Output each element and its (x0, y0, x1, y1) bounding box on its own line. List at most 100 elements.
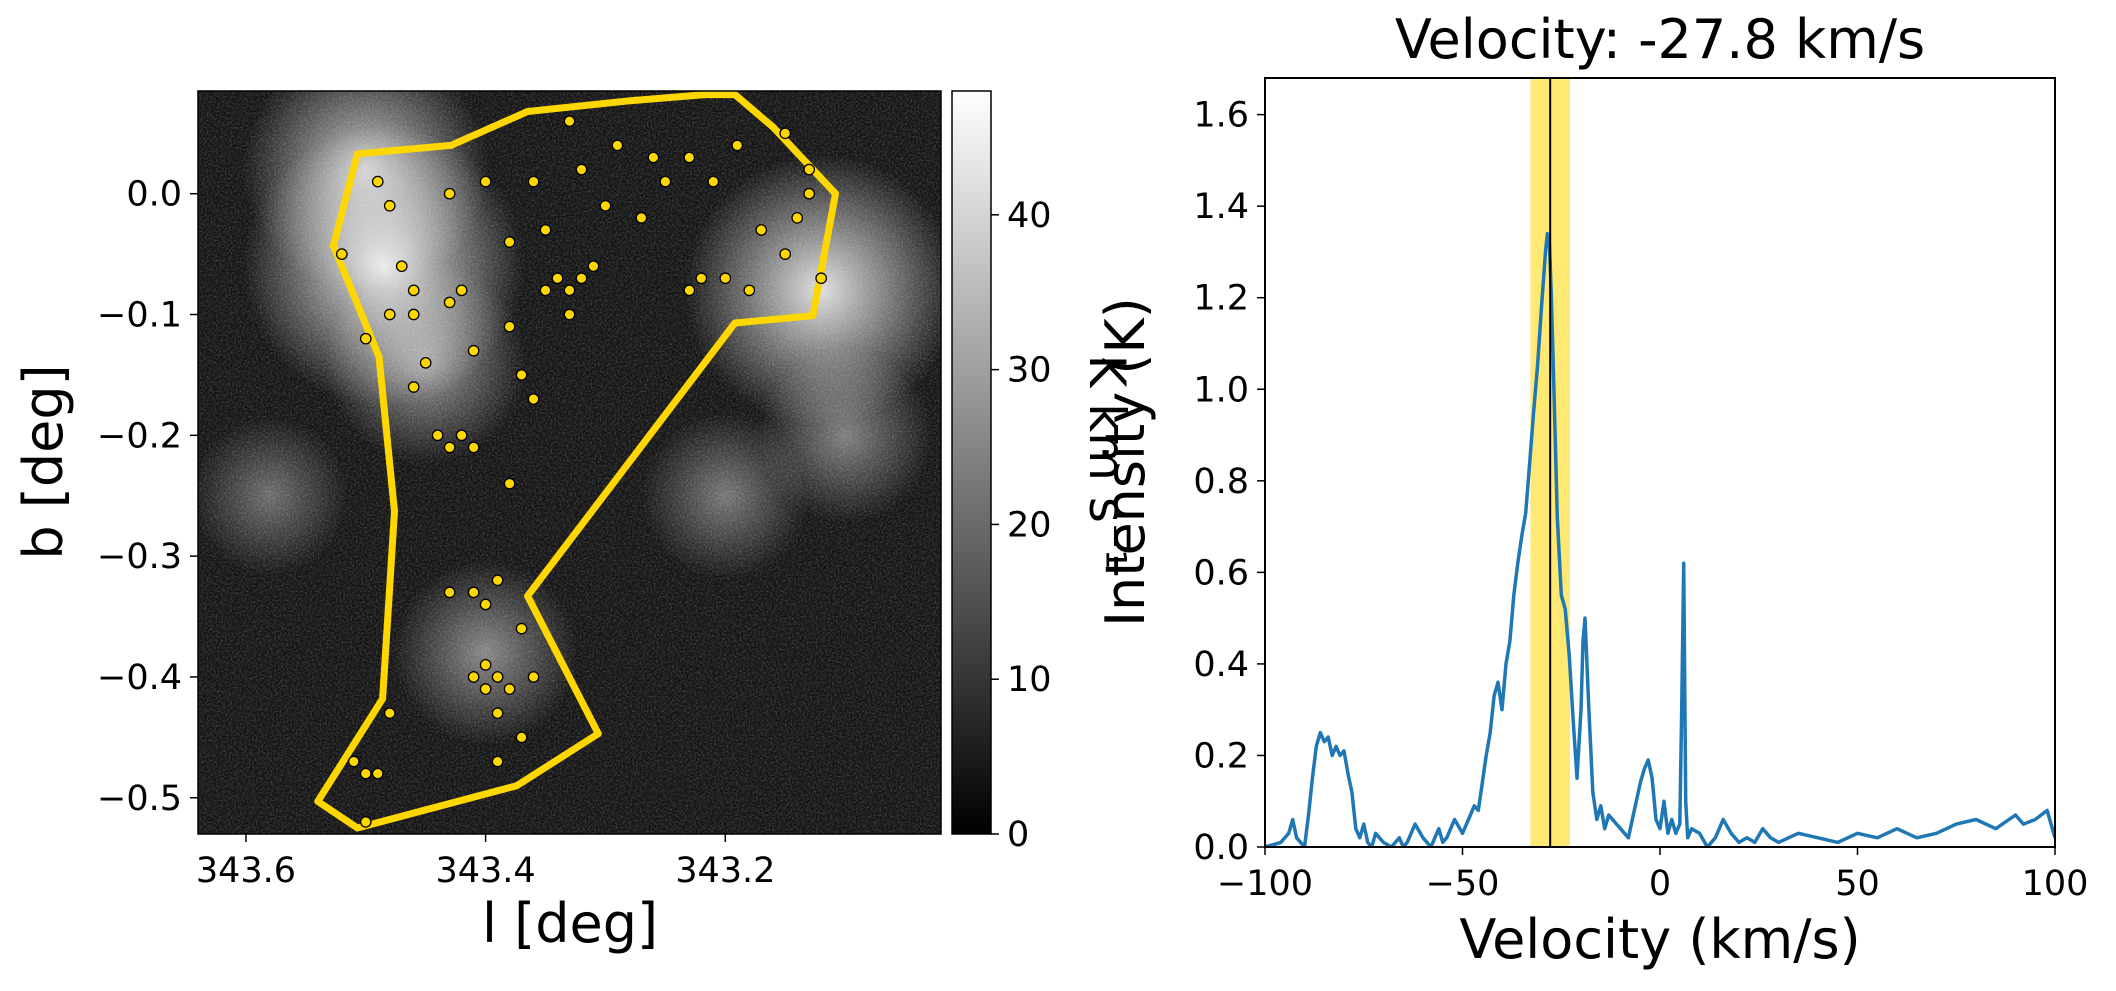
map-x-axis-label: l [deg] (482, 892, 658, 955)
source-marker (611, 139, 624, 152)
source-marker (395, 260, 408, 273)
source-marker (743, 284, 756, 297)
source-marker (515, 369, 528, 381)
spectrum-title: Velocity: -27.8 km/s (1395, 8, 1925, 71)
source-marker (503, 477, 516, 490)
spectrum-y-tick-label: 0.6 (1193, 553, 1249, 593)
map-noise (198, 91, 941, 834)
source-marker (491, 574, 504, 587)
map-y-ticks: 0.0 −0.1 −0.2 −0.3 −0.4 −0.5 (97, 175, 198, 819)
source-marker (779, 248, 792, 260)
map-x-tick-label: 343.2 (675, 851, 775, 891)
spectrum-y-tick-label: 1.2 (1193, 279, 1249, 319)
map-y-axis-label: b [deg] (12, 364, 75, 559)
source-marker (371, 175, 384, 188)
map-y-tick-label: −0.4 (97, 658, 182, 698)
map-x-ticks: 343.6 343.4 343.2 (196, 834, 775, 891)
source-marker (659, 175, 672, 188)
source-marker (491, 671, 504, 683)
colorbar-gradient (951, 90, 992, 835)
source-marker (503, 320, 516, 333)
spectrum-y-axis-label: Intensity (K) (1094, 297, 1157, 627)
source-marker (479, 598, 492, 611)
source-marker (443, 586, 456, 599)
source-marker (587, 260, 600, 273)
source-marker (419, 356, 432, 369)
source-marker (707, 175, 720, 188)
map-y-tick-label: −0.5 (97, 779, 182, 819)
source-marker (779, 127, 792, 140)
spectrum-y-tick-label: 0.4 (1193, 645, 1249, 685)
spectrum-x-tick-label: 100 (2022, 864, 2089, 904)
map-frame (197, 90, 942, 835)
source-marker (755, 224, 768, 236)
source-marker (719, 272, 732, 285)
source-marker (803, 187, 816, 200)
source-marker (359, 816, 372, 828)
spectrum-background (1265, 78, 2055, 847)
source-marker (539, 284, 552, 297)
map-x-tick-label: 343.6 (196, 851, 296, 891)
source-marker (503, 236, 516, 248)
region-polygon (314, 91, 839, 832)
spectrum-y-tick-label: 1.6 (1193, 96, 1249, 136)
spectrum-x-tick-label: 50 (1835, 864, 1880, 904)
source-marker (467, 441, 480, 454)
source-marker (575, 163, 588, 176)
source-marker (491, 707, 504, 720)
source-marker (575, 272, 588, 285)
source-marker (563, 115, 576, 128)
source-marker (443, 296, 456, 309)
source-marker (407, 381, 420, 393)
emission-map: 343.6 343.4 343.2 0.0−0.1−0.2−0.3−0.4−0.5 … (12, 90, 942, 955)
source-marker (635, 212, 648, 224)
spectrum-x-tick-label: −100 (1217, 864, 1313, 904)
source-marker (479, 659, 492, 671)
source-marker (815, 272, 828, 285)
spectrum-x-tick-label: 0 (1649, 864, 1671, 904)
source-marker (359, 767, 372, 780)
map-x-tick-label: 343.4 (436, 851, 536, 891)
source-marker (563, 308, 576, 321)
source-marker (467, 344, 480, 357)
source-marker (731, 139, 744, 152)
source-marker (539, 224, 552, 236)
map-y-tick-label: −0.1 (97, 296, 182, 336)
source-marker (467, 586, 480, 599)
spectrum-x-tick-label: −50 (1426, 864, 1500, 904)
spectrum-plot: −100 −50 0 50 100 0.0 0.2 0.4 0.6 0.8 1.0 1.2 1.4 1.… (1094, 8, 2088, 971)
spectrum-y-ticks: 0.0 0.2 0.4 0.6 0.8 1.0 1.2 1.4 1.6 (1193, 96, 1265, 868)
spectrum-y-tick-label: 1.0 (1193, 370, 1249, 410)
source-marker (371, 767, 384, 780)
source-marker (383, 199, 396, 212)
spectrum-y-tick-label: 0.8 (1193, 462, 1249, 502)
source-marker (503, 683, 516, 695)
source-marker (803, 163, 816, 176)
colorbar-tick-label: 10 (1007, 660, 1052, 700)
spectrum-y-tick-label: 0.2 (1193, 736, 1249, 776)
source-marker (515, 622, 528, 635)
colorbar: 0 10 20 30 40 K km s⁻¹ (951, 90, 1136, 855)
colorbar-tick-label: 20 (1007, 505, 1052, 545)
source-marker (479, 683, 492, 695)
source-marker (527, 671, 540, 683)
source-markers (335, 115, 828, 828)
source-marker (407, 308, 420, 321)
source-marker (599, 199, 612, 212)
source-marker (347, 755, 360, 768)
source-marker (791, 212, 804, 224)
source-marker (443, 187, 456, 200)
map-y-tick-label: −0.3 (97, 537, 182, 577)
source-marker (683, 284, 696, 297)
source-marker (527, 175, 540, 188)
spectrum-x-axis-label: Velocity (km/s) (1459, 908, 1860, 971)
source-marker (443, 441, 456, 454)
source-marker (455, 284, 468, 297)
colorbar-tick-label: 30 (1007, 351, 1052, 391)
source-marker (527, 393, 540, 405)
map-y-tick-label: −0.2 (97, 416, 182, 456)
source-marker (383, 308, 396, 321)
source-marker (467, 671, 480, 683)
source-marker (515, 731, 528, 744)
map-y-tick-label: 0.0 (126, 175, 182, 215)
